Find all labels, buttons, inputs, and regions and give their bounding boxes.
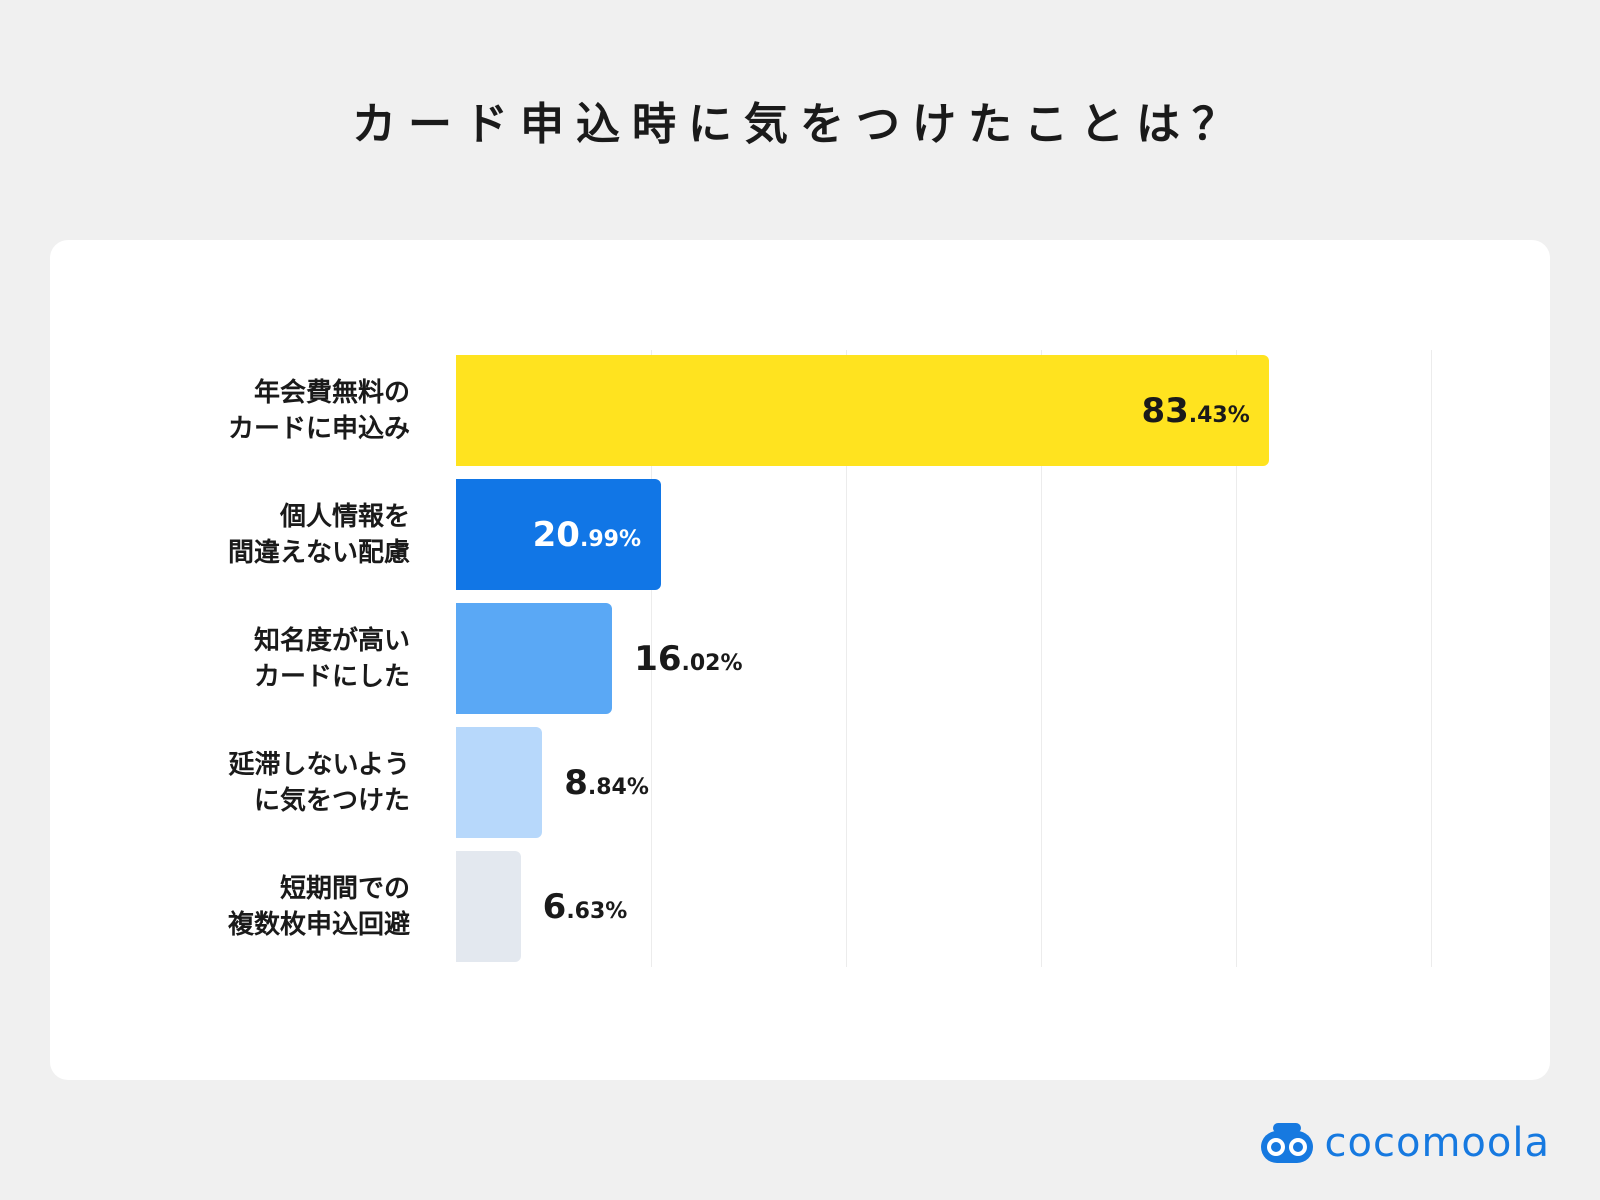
gridline <box>1431 350 1432 967</box>
bar <box>456 355 1270 466</box>
gridline <box>1236 350 1237 967</box>
brand-logo: cocomoola <box>1259 1118 1550 1168</box>
gridline <box>1041 350 1042 967</box>
value-label: 16.02% <box>634 638 743 679</box>
brand-name: cocomoola <box>1324 1120 1550 1166</box>
value-label: 83.43% <box>1141 390 1250 431</box>
chart-title: カード申込時に気をつけたことは？ <box>352 99 1248 150</box>
gridline <box>651 350 652 967</box>
value-label: 20.99% <box>532 514 641 555</box>
binoculars-icon <box>1260 1123 1313 1163</box>
bar <box>456 851 521 962</box>
bar <box>456 479 661 590</box>
bar <box>456 603 613 714</box>
value-label: 6.63% <box>542 886 628 927</box>
value-label: 8.84% <box>564 762 649 803</box>
category-label: 個人情報を 間違えない配慮 <box>227 501 410 568</box>
category-label: 年会費無料の カードに申込み <box>227 377 410 444</box>
gridline <box>846 350 847 967</box>
chart-card: 年会費無料の カードに申込み 83.43% 個人情報を 間違えない配慮 20.99% 知名度… <box>50 240 1550 1080</box>
bar <box>456 727 543 838</box>
category-label: 知名度が高い カードにした <box>253 625 410 692</box>
category-label: 延滞しないよう に気をつけた <box>228 749 410 816</box>
bar-chart: 年会費無料の カードに申込み 83.43% 個人情報を 間違えない配慮 20.99% 知名度… <box>50 240 1550 1080</box>
category-label: 短期間での 複数枚申込回避 <box>227 873 410 940</box>
